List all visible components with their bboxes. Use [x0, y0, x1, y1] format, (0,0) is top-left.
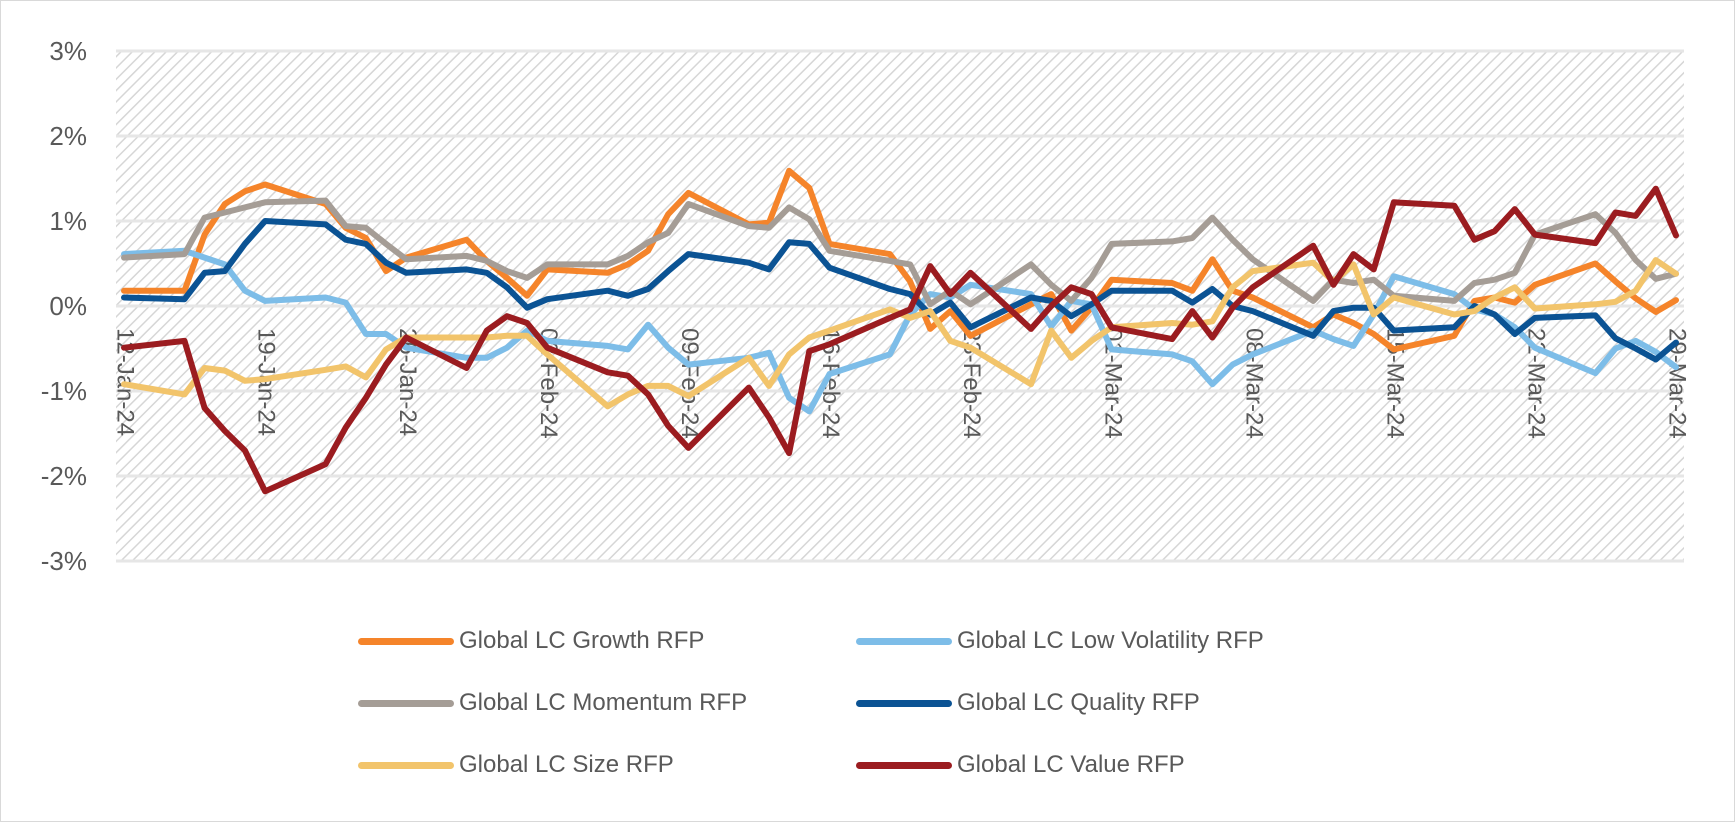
x-tick-label: 22-Mar-24 — [1523, 328, 1550, 439]
y-tick-label: 1% — [49, 206, 87, 236]
legend-swatch-growth — [358, 637, 454, 645]
legend-label-size: Global LC Size RFP — [459, 751, 674, 778]
y-tick-label: -3% — [41, 546, 87, 576]
legend-label-growth: Global LC Growth RFP — [459, 627, 705, 654]
legend-item-growth: Global LC Growth RFP — [358, 623, 856, 659]
x-tick-label: 09-Feb-24 — [676, 328, 703, 439]
gridlines — [116, 49, 1684, 563]
legend-label-momentum: Global LC Momentum RFP — [459, 689, 748, 716]
legend-swatch-size — [358, 761, 454, 769]
legend: Global LC Growth RFP Global LC Low Volat… — [358, 623, 1376, 783]
legend-swatch-low-volatility — [856, 637, 952, 645]
legend-label-quality: Global LC Quality RFP — [957, 689, 1200, 716]
legend-item-size: Global LC Size RFP — [358, 747, 856, 783]
x-tick-label: 01-Mar-24 — [1099, 328, 1126, 439]
legend-swatch-value — [856, 761, 952, 769]
y-tick-label: -2% — [41, 461, 87, 491]
legend-label-value: Global LC Value RFP — [957, 751, 1185, 778]
legend-swatch-momentum — [358, 699, 454, 707]
legend-item-quality: Global LC Quality RFP — [856, 685, 1376, 721]
legend-label-low-volatility: Global LC Low Volatility RFP — [957, 627, 1264, 654]
x-tick-label: 08-Mar-24 — [1240, 328, 1267, 439]
series-line-global-lc-value-rfp — [121, 185, 1679, 495]
series-lines — [121, 167, 1679, 495]
legend-item-value: Global LC Value RFP — [856, 747, 1376, 783]
legend-swatch-quality — [856, 699, 952, 707]
y-tick-label: 2% — [49, 121, 87, 151]
legend-item-momentum: Global LC Momentum RFP — [358, 685, 856, 721]
legend-item-low-volatility: Global LC Low Volatility RFP — [856, 623, 1376, 659]
y-tick-label: -1% — [41, 376, 87, 406]
series-line-global-lc-size-rfp — [121, 257, 1679, 410]
series-line-global-lc-quality-rfp — [121, 218, 1679, 363]
y-axis-labels: 3% 2% 1% 0% -1% -2% -3% — [41, 36, 87, 576]
y-tick-label: 3% — [49, 36, 87, 66]
y-tick-label: 0% — [49, 291, 87, 321]
